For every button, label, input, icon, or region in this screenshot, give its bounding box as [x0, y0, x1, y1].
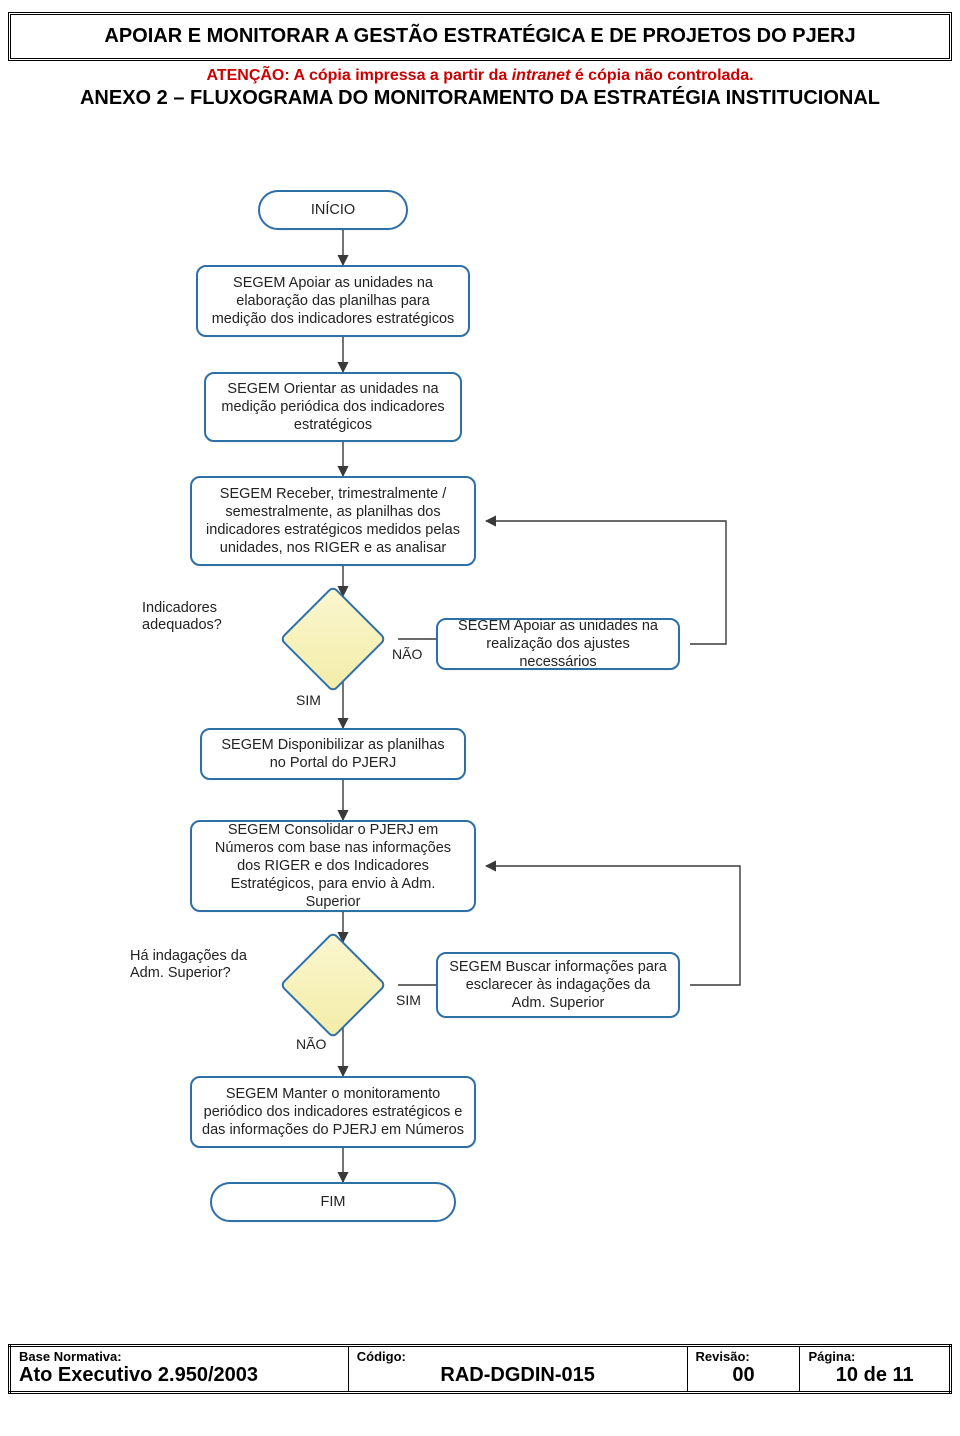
copy-warning: ATENÇÃO: A cópia impressa a partir da in…: [0, 67, 960, 85]
decision-2-question: Há indagações da Adm. Superior?: [130, 948, 280, 983]
decision-1-yes-label: SIM: [296, 692, 321, 708]
flow-decision-1: [278, 596, 388, 682]
flow-process-4: SEGEM Apoiar as unidades na realização d…: [436, 618, 680, 670]
flow-decision-2: [278, 942, 388, 1028]
flow-process-5: SEGEM Disponibilizar as planilhas no Por…: [200, 728, 466, 780]
flow-end: FIM: [210, 1182, 456, 1222]
footer-value-2: 00: [696, 1364, 792, 1387]
flow-process-1: SEGEM Apoiar as unidades na elaboração d…: [196, 265, 470, 337]
flow-process-2: SEGEM Orientar as unidades na medição pe…: [204, 372, 462, 442]
diamond-shape-icon: [279, 585, 386, 692]
warning-italic-word: intranet: [512, 67, 571, 84]
flow-process-8: SEGEM Manter o monitoramento periódico d…: [190, 1076, 476, 1148]
flowchart-svg: [0, 120, 960, 1340]
annex-title: ANEXO 2 – FLUXOGRAMA DO MONITORAMENTO DA…: [12, 87, 948, 110]
flow-process-3: SEGEM Receber, trimestralmente / semestr…: [190, 476, 476, 566]
document-title: APOIAR E MONITORAR A GESTÃO ESTRATÉGICA …: [23, 23, 937, 54]
diamond-shape-icon: [279, 931, 386, 1038]
decision-2-no-label: NÃO: [296, 1036, 326, 1052]
flow-process-7: SEGEM Buscar informações para esclarecer…: [436, 952, 680, 1018]
decision-1-no-label: NÃO: [392, 646, 422, 662]
warning-suffix: é cópia não controlada.: [570, 67, 753, 84]
footer-label-0: Base Normativa:: [19, 1349, 340, 1364]
decision-1-question: Indicadores adequados?: [142, 600, 292, 635]
page-header-frame: APOIAR E MONITORAR A GESTÃO ESTRATÉGICA …: [8, 12, 952, 61]
footer-label-3: Página:: [808, 1349, 941, 1364]
footer-label-2: Revisão:: [696, 1349, 792, 1364]
warning-prefix: ATENÇÃO: A cópia impressa a partir da: [206, 67, 511, 84]
footer-value-1: RAD-DGDIN-015: [357, 1364, 679, 1387]
footer-label-1: Código:: [357, 1349, 679, 1364]
decision-2-yes-label: SIM: [396, 992, 421, 1008]
footer-value-3: 10 de 11: [808, 1364, 941, 1387]
flow-process-6: SEGEM Consolidar o PJERJ em Números com …: [190, 820, 476, 912]
flowchart-area: INÍCIO SEGEM Apoiar as unidades na elabo…: [0, 120, 960, 1340]
footer-table: Base Normativa: Ato Executivo 2.950/2003…: [8, 1344, 952, 1394]
footer-value-0: Ato Executivo 2.950/2003: [19, 1364, 340, 1387]
flow-start: INÍCIO: [258, 190, 408, 230]
